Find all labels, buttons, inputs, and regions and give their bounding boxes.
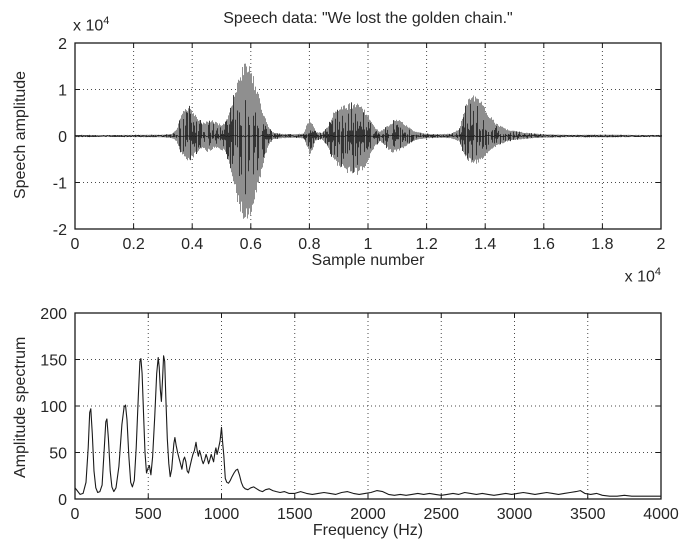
- scale-note-base: x 10: [624, 268, 655, 286]
- svg-text:2500: 2500: [423, 506, 459, 523]
- svg-text:0: 0: [71, 506, 80, 523]
- spectrum-xlabel: Frequency (Hz): [312, 522, 424, 539]
- svg-text:4000: 4000: [643, 506, 679, 523]
- svg-text:50: 50: [49, 446, 67, 463]
- svg-text:100: 100: [40, 399, 67, 416]
- svg-text:1.8: 1.8: [591, 236, 613, 253]
- svg-text:1: 1: [58, 83, 67, 100]
- waveform-xlabel: Sample number: [311, 252, 425, 269]
- svg-text:0.4: 0.4: [181, 236, 203, 253]
- svg-text:0: 0: [71, 236, 80, 253]
- svg-text:500: 500: [135, 506, 162, 523]
- svg-text:1.4: 1.4: [474, 236, 496, 253]
- waveform-ylabel: Speech amplitude: [12, 70, 29, 199]
- svg-text:2: 2: [657, 236, 666, 253]
- svg-text:-1: -1: [53, 176, 67, 193]
- waveform-title: Speech data: "We lost the golden chain.": [223, 10, 513, 27]
- svg-text:1000: 1000: [204, 506, 240, 523]
- svg-text:150: 150: [40, 353, 67, 370]
- svg-text:1.6: 1.6: [533, 236, 555, 253]
- svg-text:3000: 3000: [497, 506, 533, 523]
- scale-note-base: x 10: [73, 17, 104, 35]
- waveform-x-scale-note: x 104: [561, 263, 661, 286]
- svg-text:0.8: 0.8: [298, 236, 320, 253]
- svg-text:2000: 2000: [350, 506, 386, 523]
- svg-text:2: 2: [58, 36, 67, 53]
- svg-text:0: 0: [58, 492, 67, 509]
- svg-text:200: 200: [40, 306, 67, 323]
- scale-note-exponent: 4: [103, 15, 110, 27]
- svg-text:1500: 1500: [277, 506, 313, 523]
- svg-text:1: 1: [364, 236, 373, 253]
- scale-note-exponent: 4: [654, 266, 661, 278]
- svg-text:1.2: 1.2: [415, 236, 437, 253]
- svg-text:-2: -2: [53, 222, 67, 239]
- waveform-y-scale-note: x 104: [73, 12, 109, 35]
- spectrum-ylabel: Amplitude spectrum: [12, 336, 29, 478]
- svg-text:0: 0: [58, 129, 67, 146]
- svg-text:0.6: 0.6: [240, 236, 262, 253]
- svg-text:3500: 3500: [570, 506, 606, 523]
- svg-text:0.2: 0.2: [122, 236, 144, 253]
